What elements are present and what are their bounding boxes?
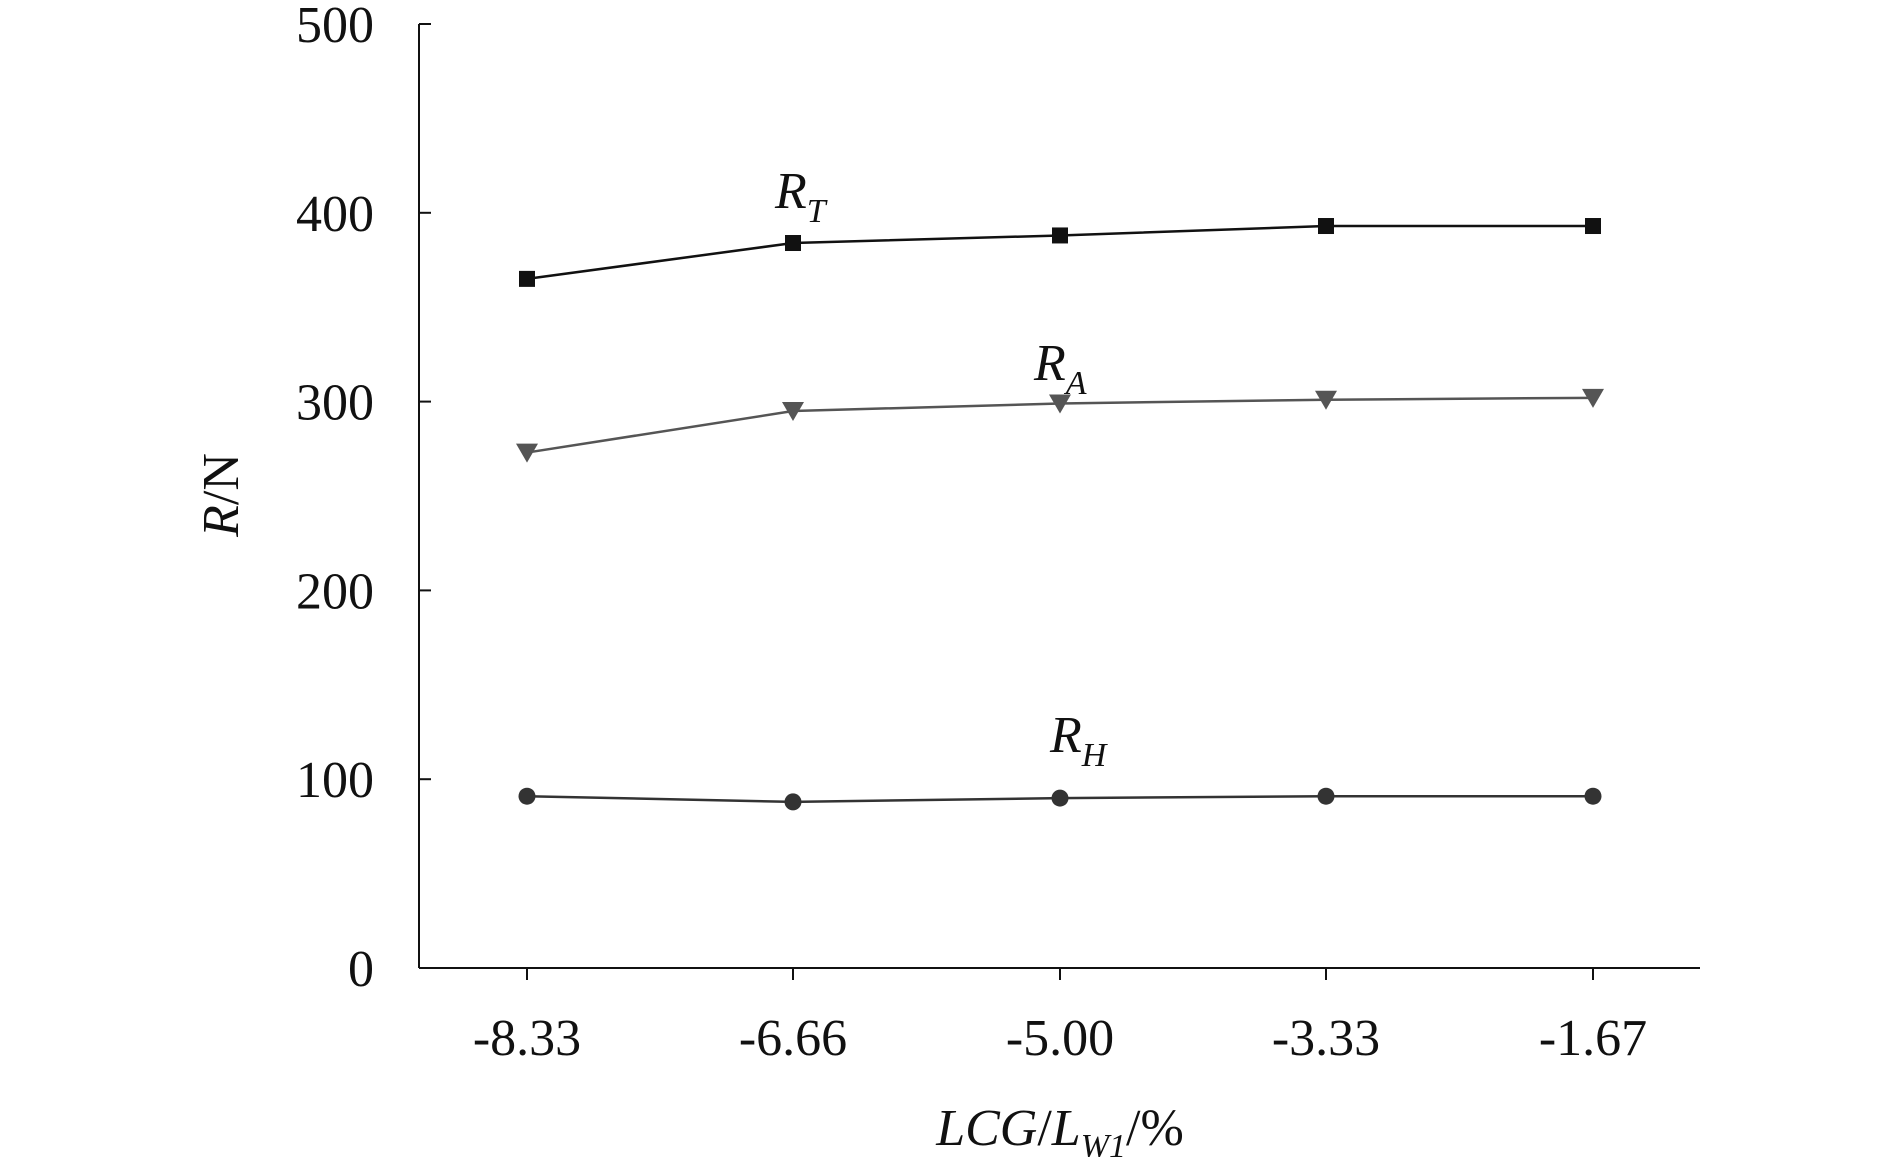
axes xyxy=(418,23,1700,980)
x-axis-title: LCG/LW1/% xyxy=(935,1100,1184,1157)
series-label-a: RA xyxy=(1033,335,1087,402)
series-label-sub: H xyxy=(1081,737,1109,774)
y-axis-title-unit: /N xyxy=(193,453,250,505)
labels: 0 100 200 300 400 500 -8.33 -6.66 -5.00 -3.33 -1.6… xyxy=(193,0,1647,1157)
series-label-main: R xyxy=(774,163,807,220)
series-label-t: RT xyxy=(774,163,828,230)
x-tick-label: -1.67 xyxy=(1539,1010,1647,1067)
y-axis-title-symbol: R xyxy=(193,505,250,538)
data-point-square xyxy=(519,270,535,287)
series-label-h: RH xyxy=(1049,707,1109,774)
y-tick-label: 400 xyxy=(296,186,374,243)
series-a xyxy=(516,388,1604,463)
y-tick-label: 300 xyxy=(296,375,374,432)
y-tick-label: 200 xyxy=(296,563,374,620)
series-label-sub: T xyxy=(807,193,828,230)
data-point-triangle xyxy=(782,402,804,422)
x-axis-title-sub: W1 xyxy=(1081,1128,1126,1157)
data-point-triangle xyxy=(516,443,538,463)
y-tick-label: 500 xyxy=(296,0,374,54)
series-label-main: R xyxy=(1033,335,1066,392)
data-point-circle xyxy=(784,793,802,811)
x-tick-label: -6.66 xyxy=(739,1010,847,1067)
data-point-square xyxy=(1585,218,1601,235)
series-h xyxy=(518,787,1602,811)
data-point-square xyxy=(785,235,801,252)
x-tick-label: -3.33 xyxy=(1272,1010,1380,1067)
data-point-square xyxy=(1052,227,1068,244)
x-tick-label: -8.33 xyxy=(473,1010,581,1067)
data-point-circle xyxy=(1051,789,1069,807)
data-point-circle xyxy=(518,787,536,805)
series-t xyxy=(519,218,1601,287)
y-tick-label: 100 xyxy=(296,752,374,809)
series-label-sub: A xyxy=(1064,365,1087,402)
series-label-main: R xyxy=(1049,707,1082,764)
y-tick-label: 0 xyxy=(348,941,374,998)
data-point-triangle xyxy=(1049,394,1071,414)
y-axis-title: R/N xyxy=(193,453,250,538)
data-point-triangle xyxy=(1582,388,1604,408)
data-point-circle xyxy=(1584,787,1602,805)
x-axis-title-unit: /% xyxy=(1126,1100,1184,1157)
data-point-circle xyxy=(1317,787,1335,805)
data-point-square xyxy=(1318,218,1334,235)
x-tick-label: -5.00 xyxy=(1006,1010,1114,1067)
x-axis-title-sym: L xyxy=(1051,1100,1081,1157)
data-point-triangle xyxy=(1315,390,1337,410)
x-axis-title-main: LCG xyxy=(935,1100,1037,1157)
series-group xyxy=(516,218,1604,811)
x-axis-title-sep: / xyxy=(1037,1100,1052,1157)
